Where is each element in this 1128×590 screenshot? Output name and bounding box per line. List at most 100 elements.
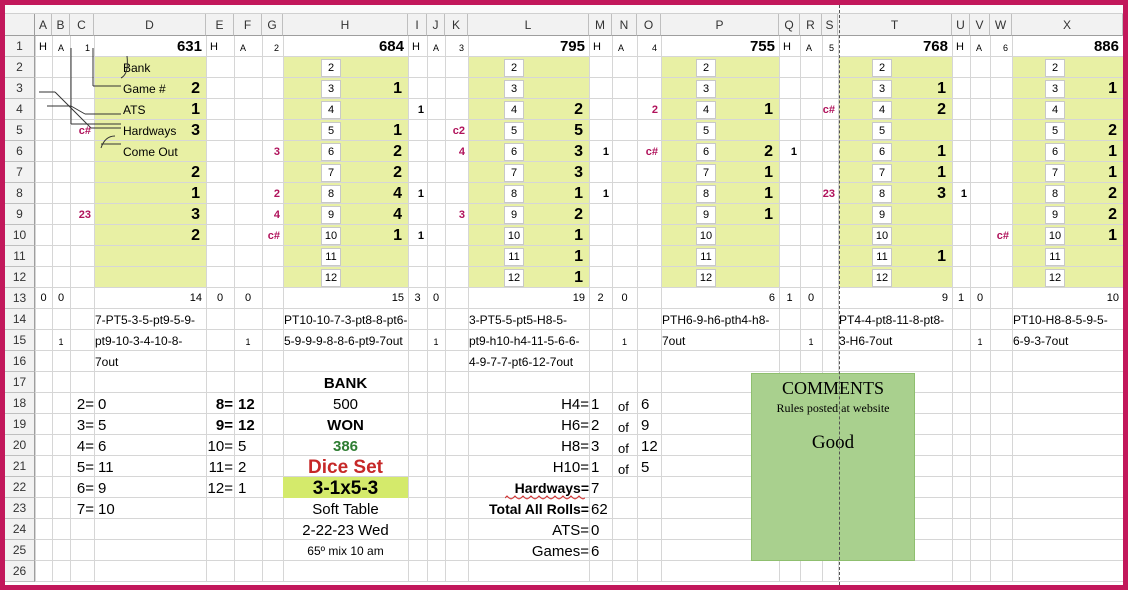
grid-column-line (800, 36, 801, 582)
roll-number-box: 2 (696, 59, 716, 77)
row-header[interactable]: 2 (5, 57, 35, 78)
column-header[interactable]: O (637, 14, 661, 36)
grid-row-line (5, 329, 1123, 330)
column-header[interactable]: I (408, 14, 427, 36)
column-header[interactable]: X (1012, 14, 1123, 36)
row-header[interactable]: 5 (5, 120, 35, 141)
row-header[interactable]: 7 (5, 162, 35, 183)
roll-number-box: 6 (696, 143, 716, 161)
column-header[interactable]: P (661, 14, 779, 36)
session-date: 2-22-23 Wed (302, 522, 389, 539)
row-header[interactable]: 15 (5, 330, 35, 351)
roll-count: 3 (191, 206, 200, 223)
column-header[interactable]: M (589, 14, 612, 36)
home-marker: H (956, 41, 964, 53)
row-header[interactable]: 3 (5, 78, 35, 99)
ats-flag: 1 (58, 337, 64, 347)
column-header[interactable]: V (970, 14, 990, 36)
column-header[interactable]: J (427, 14, 445, 36)
column-header[interactable]: Q (779, 14, 800, 36)
legend-game: Game # (123, 82, 166, 96)
row-header[interactable]: 26 (5, 561, 35, 582)
roll-count: 1 (1108, 143, 1117, 160)
grid-column-line (952, 36, 953, 582)
row-header[interactable]: 19 (5, 414, 35, 435)
away-marker: A (618, 43, 625, 53)
roll-count: 2 (191, 164, 200, 181)
column-header[interactable]: C (70, 14, 94, 36)
away-marker: A (433, 43, 440, 53)
column-header[interactable]: F (234, 14, 262, 36)
row-header[interactable]: 20 (5, 435, 35, 456)
row-header[interactable]: 10 (5, 225, 35, 246)
column-header[interactable]: E (206, 14, 234, 36)
hardway-label: H10= (552, 459, 589, 476)
row-header[interactable]: 11 (5, 246, 35, 267)
row-header[interactable]: 18 (5, 393, 35, 414)
bank-total: 500 (332, 396, 359, 413)
legend-ats: ATS (123, 103, 146, 117)
row-header[interactable]: 8 (5, 183, 35, 204)
row-header[interactable]: 21 (5, 456, 35, 477)
row-header[interactable]: 9 (5, 204, 35, 225)
row-header[interactable]: 23 (5, 498, 35, 519)
comments-title: COMMENTS (781, 378, 884, 398)
grid-column-line (94, 36, 95, 582)
grid-row-line (5, 350, 1123, 351)
column-header[interactable]: R (800, 14, 822, 36)
column-header[interactable]: W (990, 14, 1012, 36)
roll-count: 1 (574, 248, 583, 265)
column-header[interactable]: T (838, 14, 952, 36)
row-header[interactable]: 25 (5, 540, 35, 561)
total-rolls: 9 (941, 292, 948, 304)
column-header[interactable]: B (52, 14, 70, 36)
grid-row-line (5, 455, 1123, 456)
roll-number-box: 3 (321, 80, 341, 98)
row-header[interactable]: 12 (5, 267, 35, 288)
roll-number-box: 7 (504, 164, 524, 182)
row-header[interactable]: 4 (5, 99, 35, 120)
hardway-label: H8= (561, 438, 589, 455)
hardway-total: 9 (641, 417, 650, 434)
cell-mark: 1 (417, 104, 424, 116)
grid-row-line (5, 476, 1123, 477)
row-header[interactable]: 17 (5, 372, 35, 393)
roll-number-box: 3 (872, 80, 892, 98)
cell-mark: 23 (822, 188, 835, 200)
roll-count: 2 (191, 227, 200, 244)
legend-bank: Bank (123, 61, 151, 75)
select-all-corner[interactable] (5, 14, 35, 36)
roll-sequence-line: 7out (662, 334, 686, 348)
column-header[interactable]: U (952, 14, 970, 36)
roll-number-box: 11 (1045, 248, 1065, 266)
column-header[interactable]: G (262, 14, 283, 36)
roll-number-box: 4 (1045, 101, 1065, 119)
row-header[interactable]: 14 (5, 309, 35, 330)
row-header[interactable]: 22 (5, 477, 35, 498)
roll-count: 1 (1108, 164, 1117, 181)
column-header[interactable]: L (468, 14, 589, 36)
page-break-line (839, 5, 840, 585)
roll-number-box: 4 (504, 101, 524, 119)
column-header[interactable]: N (612, 14, 637, 36)
row-header[interactable]: 6 (5, 141, 35, 162)
column-header[interactable]: S (822, 14, 838, 36)
comments-box[interactable]: COMMENTS Rules posted at website Good (751, 373, 915, 561)
sum-value: 5 (238, 438, 247, 455)
column-header[interactable]: K (445, 14, 468, 36)
row-header[interactable]: 24 (5, 519, 35, 540)
row-header[interactable]: 1 (5, 36, 35, 57)
won-total: 386 (332, 438, 359, 455)
column-header[interactable]: D (94, 14, 206, 36)
row-header[interactable]: 16 (5, 351, 35, 372)
row-header[interactable]: 13 (5, 288, 35, 309)
column-header[interactable]: H (283, 14, 408, 36)
sum-label: 2= (76, 396, 94, 413)
grid-row-line (5, 371, 1123, 372)
bank-label: BANK (323, 375, 368, 392)
column-header[interactable]: A (35, 14, 52, 36)
cell-mark: c# (996, 230, 1009, 242)
roll-count: 1 (937, 143, 946, 160)
sum-label: 7= (76, 501, 94, 518)
roll-count: 1 (937, 164, 946, 181)
